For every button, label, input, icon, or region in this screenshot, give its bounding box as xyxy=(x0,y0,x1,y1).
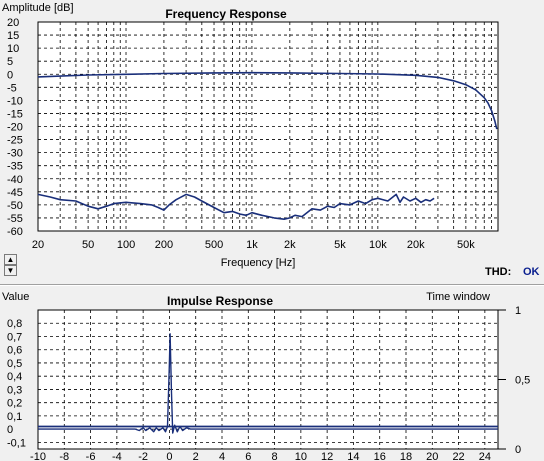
frequency-y-tick-label: -55 xyxy=(7,213,23,225)
impulse-response-line xyxy=(38,333,498,434)
frequency-x-tick-label: 100 xyxy=(117,239,135,251)
frequency-y-tick-label: -25 xyxy=(7,135,23,147)
impulse-x-tick-label: 0 xyxy=(166,451,172,461)
impulse-y-tick-label: -0,1 xyxy=(7,437,26,449)
impulse-y-axis-label: Value xyxy=(2,291,29,303)
frequency-x-tick-label: 50k xyxy=(457,239,475,251)
triangle-up-icon: ▲ xyxy=(6,255,15,264)
frequency-x-tick-label: 1k xyxy=(246,239,258,251)
frequency-y-tick-label: -40 xyxy=(7,174,23,186)
distortion-line xyxy=(37,193,435,220)
impulse-y-tick-label: 0,5 xyxy=(7,358,22,370)
impulse-y-tick-label: 0,3 xyxy=(7,384,22,396)
frequency-y-tick-label: -15 xyxy=(7,108,23,120)
impulse-x-tick-label: 6 xyxy=(245,451,251,461)
frequency-x-tick-label: 200 xyxy=(155,239,173,251)
impulse-series xyxy=(38,333,498,434)
impulse-x-tick-label: 10 xyxy=(295,451,307,461)
impulse-y-tick-label: 0,4 xyxy=(7,371,22,383)
frequency-response-line xyxy=(37,71,498,130)
frequency-x-tick-label: 2k xyxy=(284,239,296,251)
impulse-y-tick-label: 0,8 xyxy=(7,318,22,330)
impulse-x-tick-label: 12 xyxy=(321,451,333,461)
scroll-up-button[interactable]: ▲ xyxy=(4,254,17,265)
frequency-y-tick-label: -10 xyxy=(7,95,23,107)
time-window-tick-label: 0,5 xyxy=(515,375,530,387)
frequency-y-tick-label: -5 xyxy=(7,82,17,94)
impulse-x-tick-label: 4 xyxy=(219,451,225,461)
frequency-y-tick-label: -30 xyxy=(7,148,23,160)
impulse-x-tick-label: -8 xyxy=(59,451,69,461)
triangle-down-icon: ▼ xyxy=(6,266,15,275)
frequency-y-tick-label: 5 xyxy=(7,56,13,68)
impulse-x-tick-label: 20 xyxy=(426,451,438,461)
scroll-down-button[interactable]: ▼ xyxy=(4,265,17,276)
thd-value: OK xyxy=(523,266,540,278)
impulse-y-tick-label: 0,1 xyxy=(7,411,22,423)
impulse-y-ticks: 0,80,7 0,60,50,40,3 0,20,10-0,1 xyxy=(7,318,26,449)
impulse-x-tick-label: 2 xyxy=(193,451,199,461)
frequency-y-tick-label: 20 xyxy=(7,17,19,29)
impulse-x-tick-label: 22 xyxy=(452,451,464,461)
frequency-y-tick-label: -60 xyxy=(7,226,23,238)
impulse-x-tick-label: -4 xyxy=(112,451,122,461)
impulse-y-tick-label: 0,2 xyxy=(7,398,22,410)
frequency-series xyxy=(37,71,498,220)
impulse-x-tick-label: 14 xyxy=(347,451,359,461)
frequency-x-tick-label: 20k xyxy=(407,239,425,251)
time-window-y-ticks: 10,50 xyxy=(498,305,530,456)
frequency-chart-title: Frequency Response xyxy=(165,7,287,21)
impulse-y-tick-label: 0,7 xyxy=(7,331,22,343)
impulse-x-tick-label: 24 xyxy=(479,451,491,461)
impulse-y-tick-label: 0 xyxy=(7,424,13,436)
time-window-tick-label: 0 xyxy=(515,444,521,456)
impulse-response-chart: Value Impulse Response Time window 0,80,… xyxy=(2,291,530,461)
thd-label: THD: xyxy=(485,266,511,278)
frequency-y-tick-label: 0 xyxy=(7,69,13,81)
impulse-chart-title: Impulse Response xyxy=(167,294,273,308)
frequency-x-tick-label: 20 xyxy=(32,239,44,251)
impulse-x-tick-label: 18 xyxy=(400,451,412,461)
time-window-axis-label: Time window xyxy=(426,291,490,303)
frequency-y-tick-label: 15 xyxy=(7,30,19,42)
frequency-y-axis-label: Amplitude [dB] xyxy=(2,2,74,14)
frequency-x-axis-label: Frequency [Hz] xyxy=(221,257,296,269)
impulse-x-tick-label: -6 xyxy=(86,451,96,461)
frequency-y-tick-label: -50 xyxy=(7,200,23,212)
frequency-x-tick-label: 5k xyxy=(334,239,346,251)
frequency-y-tick-label: -45 xyxy=(7,187,23,199)
frequency-x-tick-label: 500 xyxy=(205,239,223,251)
frequency-y-tick-label: 10 xyxy=(7,43,19,55)
frequency-x-tick-label: 10k xyxy=(369,239,387,251)
impulse-plot-area[interactable] xyxy=(37,309,499,450)
impulse-x-tick-label: -2 xyxy=(138,451,148,461)
time-window-tick-label: 1 xyxy=(515,305,521,317)
impulse-x-tick-label: 16 xyxy=(374,451,386,461)
impulse-x-tick-label: -10 xyxy=(30,451,46,461)
frequency-y-tick-label: -35 xyxy=(7,161,23,173)
impulse-x-tick-label: 8 xyxy=(272,451,278,461)
frequency-grid xyxy=(38,22,498,231)
frequency-x-tick-label: 50 xyxy=(82,239,94,251)
impulse-y-tick-label: 0,6 xyxy=(7,345,22,357)
frequency-y-tick-label: -20 xyxy=(7,122,23,134)
frequency-x-ticks: 20 50 100 200 500 1k 2k 5k 10k 20k 50k xyxy=(32,239,475,251)
impulse-x-ticks: -10 -8 -6 -4 -2 0 2 4 6 8 10 12 14 16 18 20 22 24 xyxy=(30,451,491,461)
frequency-response-chart: Amplitude [dB] Frequency Response 201510… xyxy=(2,2,540,278)
